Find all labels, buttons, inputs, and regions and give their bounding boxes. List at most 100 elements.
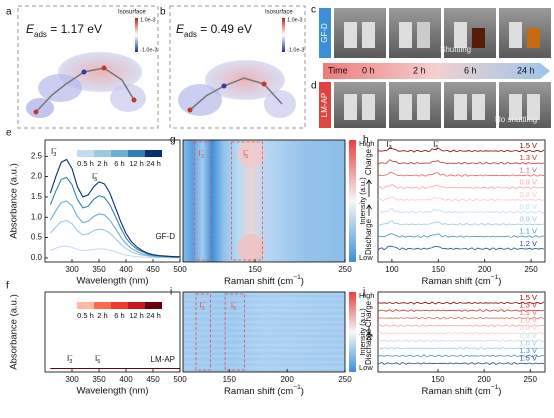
heatmap-stripe — [183, 343, 345, 347]
legend-swatch — [145, 302, 162, 309]
legend-label: 0.5 h — [77, 311, 94, 320]
x-axis-label-part: −1 — [491, 274, 499, 281]
x-axis-label-part: ) — [301, 386, 304, 397]
iso-colorbar — [135, 18, 138, 52]
peak-label-part: 3 — [201, 306, 204, 312]
peak-label-part: − — [201, 148, 204, 154]
iso-max: 1.0e-3 — [287, 17, 303, 23]
peak-label-part: I — [199, 301, 201, 310]
heatmap-stripe — [183, 366, 345, 370]
spectrum — [377, 301, 545, 305]
note: Shuttling — [440, 45, 471, 54]
heatmap-stripe — [183, 297, 345, 301]
panel-letter: e — [6, 128, 12, 139]
sample-tag — [319, 8, 331, 58]
peak-label-part: − — [245, 148, 248, 154]
legend-label: 2 h — [97, 311, 107, 320]
heatmap-stripe — [183, 303, 345, 307]
series-label: 1.1 V — [519, 165, 537, 174]
x-tick-label: 350 — [92, 265, 106, 274]
iso-min: -1.0e-3 — [140, 47, 157, 53]
x-tick-label: 250 — [338, 265, 352, 274]
x-tick-label: 500 — [173, 265, 187, 274]
legend-swatch — [145, 150, 162, 157]
panel-letter: f — [6, 281, 9, 292]
legend-label: 24 h — [146, 159, 161, 168]
series-label: 1.3 V — [519, 153, 537, 162]
heatmap-stripe — [183, 360, 345, 364]
peak-label-part: I — [92, 172, 94, 181]
x-tick-label: 150 — [431, 375, 445, 384]
spectrum — [377, 184, 545, 190]
peak-label-part: I — [67, 354, 69, 363]
y-tick-label: 0.0 — [31, 253, 43, 262]
series-label: 1.0 V — [519, 338, 537, 347]
heatmap-stripe — [183, 337, 345, 341]
heatmap-stripe — [183, 320, 345, 324]
peak-label-part: I — [433, 140, 435, 149]
data-line — [49, 176, 180, 258]
colorbar-high: High — [359, 139, 374, 148]
molecule — [26, 52, 146, 118]
heatmap-stripe — [183, 314, 345, 318]
arrow — [366, 179, 372, 197]
peak-label: I3− — [198, 148, 204, 160]
series-label: 0.9 V — [519, 214, 537, 223]
sample-name: LM-AP — [320, 93, 329, 117]
iso-title: Isosurface — [118, 10, 146, 16]
iso-title: Isosurface — [265, 10, 293, 16]
plot-frame — [182, 139, 346, 263]
heatmap-stripe — [183, 354, 345, 358]
time-title: Time — [328, 65, 348, 75]
charge-label: Charge — [364, 148, 373, 175]
data-line — [49, 158, 180, 258]
energy-value: = 0.49 eV — [197, 22, 252, 36]
panel-letter: b — [160, 7, 166, 18]
series-label: 1.5 V — [519, 293, 537, 302]
x-tick-label: 150 — [248, 265, 262, 274]
legend-swatch — [94, 150, 111, 157]
spectrum — [377, 309, 545, 313]
legend-label: 0.5 h — [77, 159, 94, 168]
peak-label-part: I — [386, 140, 388, 149]
x-tick-label: 450 — [146, 375, 160, 384]
legend-swatch — [128, 302, 145, 309]
peak-label-part: I — [198, 149, 200, 158]
energy: Eads = 0.49 eV — [176, 22, 252, 38]
spectrum — [378, 208, 545, 214]
legend-label: 6 h — [114, 159, 124, 168]
panel-letter: a — [6, 7, 12, 18]
legend-swatch — [111, 150, 128, 157]
peak-box — [195, 293, 211, 371]
plot-frame — [182, 291, 346, 373]
series-label: 1.5 V — [519, 353, 537, 362]
x-axis-label: Wavelength (nm) — [77, 276, 149, 287]
x-tick-label: 250 — [524, 265, 538, 274]
peak-box — [224, 293, 245, 371]
arrow — [366, 204, 372, 216]
discharge-label: Discharge — [364, 328, 373, 365]
photos — [334, 82, 551, 128]
spectrum — [377, 159, 545, 165]
x-axis-label-part: −1 — [293, 384, 301, 391]
legend-label: 2 h — [97, 159, 107, 168]
spectrum — [377, 324, 545, 328]
peak-label-part: I — [231, 301, 233, 310]
iso-max: 1.0e-3 — [140, 17, 156, 23]
y-tick-label: 2.0 — [31, 172, 43, 181]
peak-label-part: 5 — [233, 306, 236, 312]
peak-label-part: − — [202, 300, 205, 306]
colorbar-low: Low — [359, 253, 373, 262]
peak-label-part: 5 — [435, 145, 438, 151]
peak-label-part: I — [51, 147, 53, 156]
plot-frame — [44, 291, 181, 373]
peak-label-part: I — [243, 149, 245, 158]
x-tick-label: 200 — [477, 375, 491, 384]
data-line — [49, 200, 180, 258]
spectrum — [377, 245, 545, 251]
y-tick-label: 0.5 — [31, 233, 43, 242]
spectrum — [377, 220, 545, 226]
panel-box — [169, 5, 306, 129]
y-tick-label: 1.5 — [31, 192, 43, 201]
legend-swatch — [94, 302, 111, 309]
